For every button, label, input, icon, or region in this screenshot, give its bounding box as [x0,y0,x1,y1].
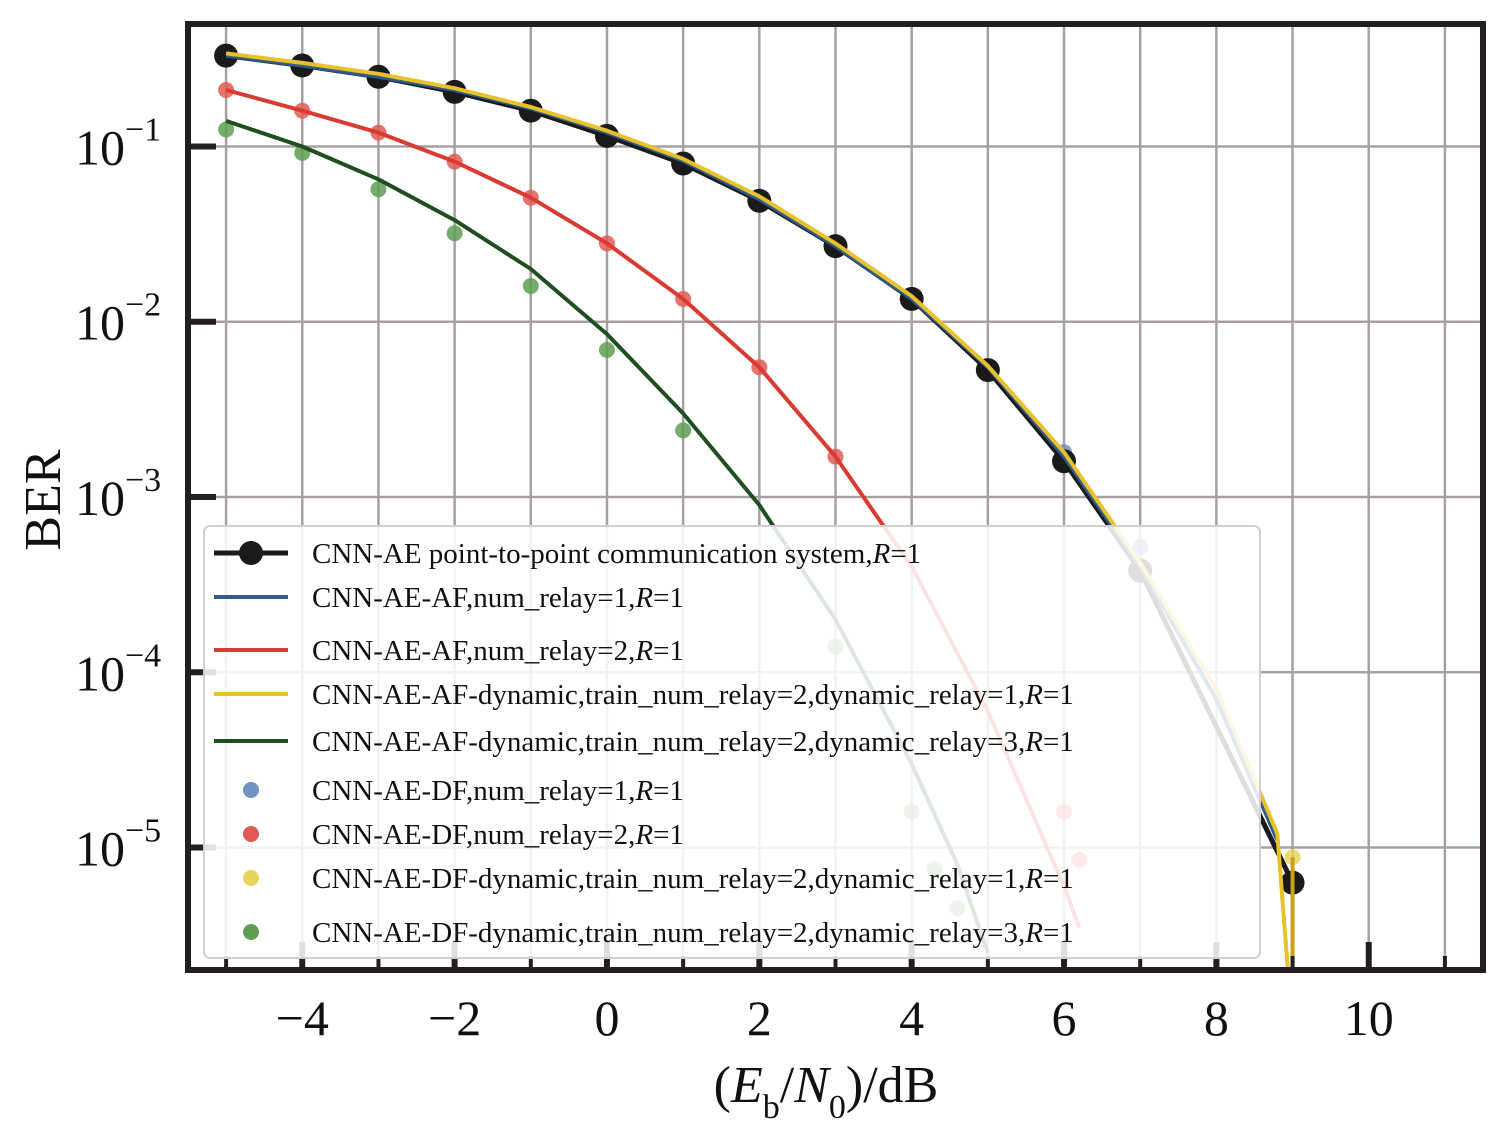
y-tick-label: 10−2 [75,287,161,351]
legend-swatch-marker [243,826,259,842]
x-tick-label: −4 [276,990,329,1046]
legend-item-cnn-ae-df-num-relay-1: CNN-AE-DF,num_relay=1,R=1 [243,775,684,807]
data-point [370,181,387,198]
legend-box [203,525,1261,959]
legend-item-cnn-ae-point-to-point-communication-system: CNN-AE point-to-point communication syst… [214,538,921,570]
data-point [598,341,615,358]
legend-label: CNN-AE-AF-dynamic,train_num_relay=2,dyna… [312,679,1074,711]
x-tick-label: 8 [1204,990,1229,1046]
legend-item-cnn-ae-af-num-relay-1: CNN-AE-AF,num_relay=1,R=1 [214,582,684,614]
legend-label: CNN-AE-DF-dynamic,train_num_relay=2,dyna… [312,917,1074,949]
legend-swatch-marker [239,541,263,565]
legend-item-cnn-ae-df-dynamic-train-num-relay-2-dynamic-relay-3: CNN-AE-DF-dynamic,train_num_relay=2,dyna… [243,917,1074,949]
legend-item-cnn-ae-df-dynamic-train-num-relay-2-dynamic-relay-1: CNN-AE-DF-dynamic,train_num_relay=2,dyna… [243,863,1074,895]
data-point [214,43,239,68]
legend-label: CNN-AE-DF-dynamic,train_num_relay=2,dyna… [312,863,1074,895]
data-point [446,225,463,242]
y-tick-label: 10−3 [75,462,161,526]
legend-label: CNN-AE-AF-dynamic,train_num_relay=2,dyna… [312,726,1074,758]
legend-label: CNN-AE-DF,num_relay=1,R=1 [312,775,684,807]
legend-label: CNN-AE-AF,num_relay=1,R=1 [312,582,684,614]
legend-swatch-marker [243,924,259,940]
x-tick-label: 10 [1344,990,1394,1046]
data-point [218,82,235,99]
x-axis-label: (Eb/N0)/dB [714,1057,939,1126]
legend-item-cnn-ae-af-dynamic-train-num-relay-2-dynamic-relay-3: CNN-AE-AF-dynamic,train_num_relay=2,dyna… [214,726,1074,758]
legend-label: CNN-AE point-to-point communication syst… [312,538,921,570]
data-point [218,121,235,138]
data-point [522,277,539,294]
legend-label: CNN-AE-AF,num_relay=2,R=1 [312,635,684,667]
y-tick-label: 10−1 [75,111,161,175]
x-tick-label: 6 [1052,990,1077,1046]
legend-label: CNN-AE-DF,num_relay=2,R=1 [312,819,684,851]
legend: CNN-AE point-to-point communication syst… [203,525,1261,959]
x-tick-label: 4 [899,990,924,1046]
y-axis-label: BER [15,449,72,550]
legend-item-cnn-ae-af-num-relay-2: CNN-AE-AF,num_relay=2,R=1 [214,635,684,667]
x-tick-label: 2 [747,990,772,1046]
x-tick-label: 0 [594,990,619,1046]
legend-item-cnn-ae-df-num-relay-2: CNN-AE-DF,num_relay=2,R=1 [243,819,684,851]
legend-item-cnn-ae-af-dynamic-train-num-relay-2-dynamic-relay-1: CNN-AE-AF-dynamic,train_num_relay=2,dyna… [214,679,1074,711]
data-point [675,422,692,439]
legend-swatch-marker [243,782,259,798]
y-tick-label: 10−5 [75,813,161,877]
x-tick-label: −2 [428,990,481,1046]
y-tick-label: 10−4 [75,637,161,701]
legend-swatch-marker [243,870,259,886]
